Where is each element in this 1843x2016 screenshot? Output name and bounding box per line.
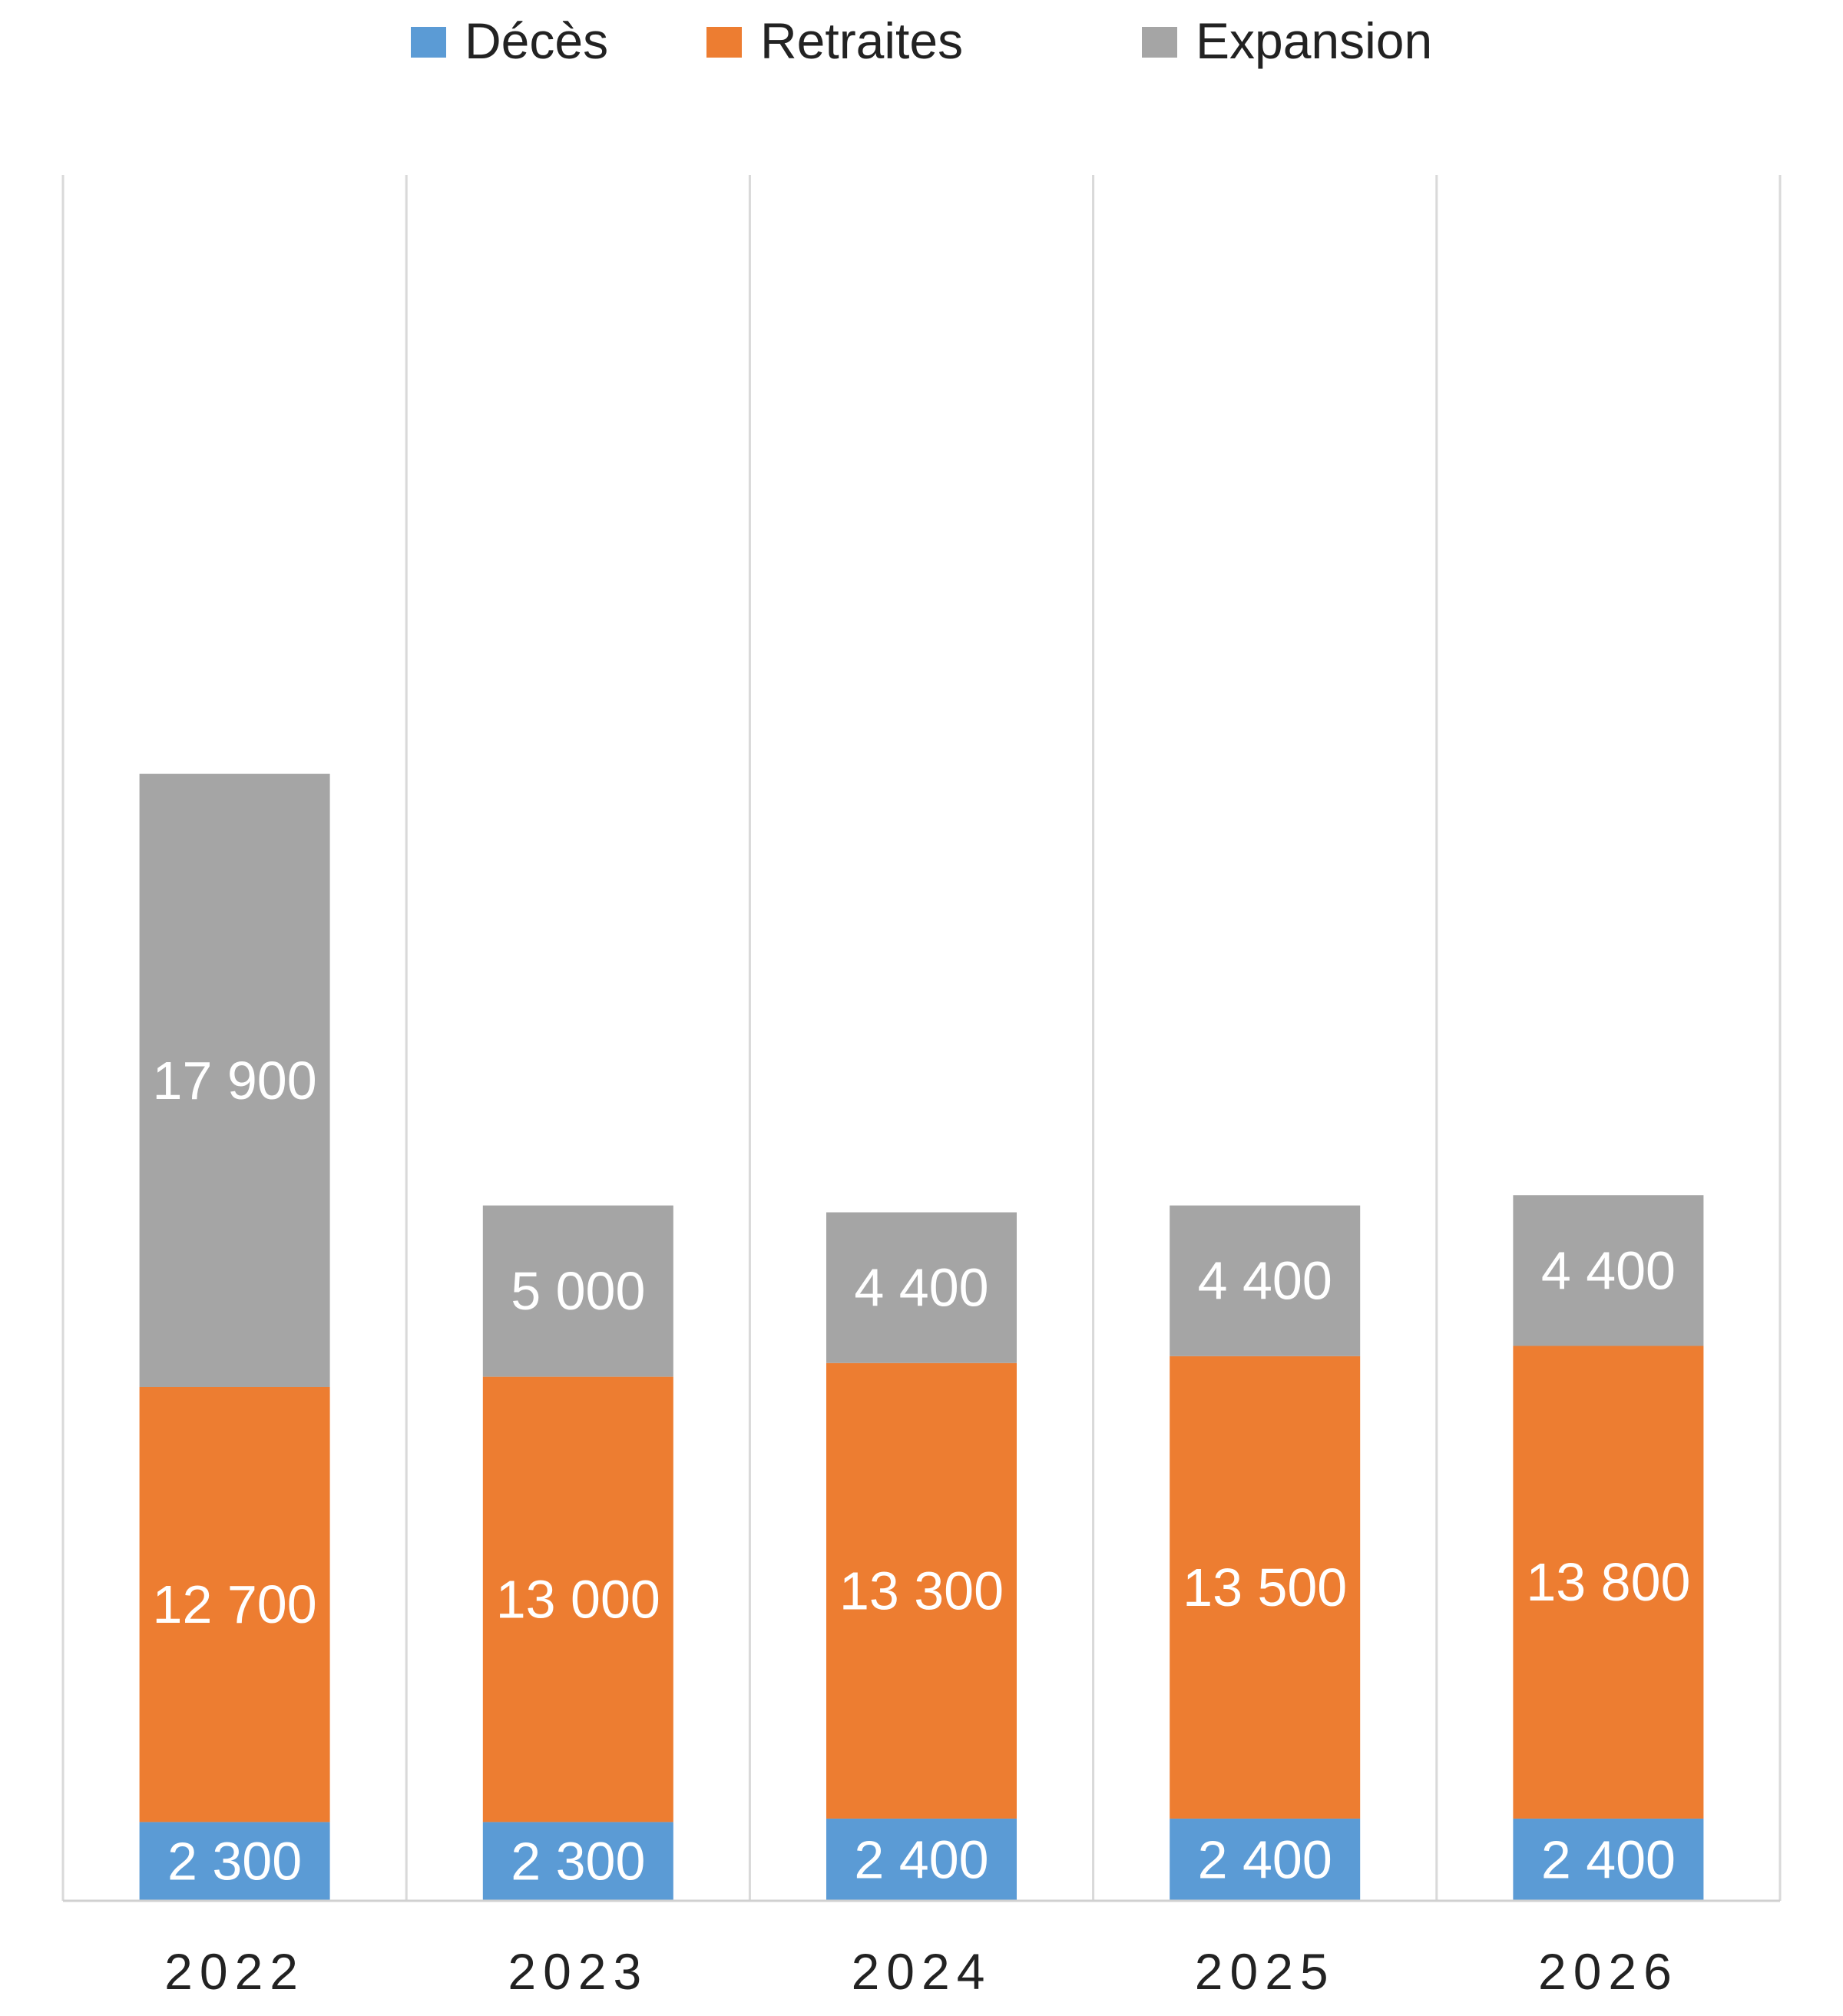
- bar-2025-1: [1170, 1818, 1361, 1901]
- x-tick-label-2024: 2024: [852, 1943, 992, 2000]
- data-label-2022-1: 2 300: [167, 1832, 302, 1892]
- data-label-2023-1: 2 300: [511, 1832, 645, 1892]
- legend-label-2: Retraites: [760, 12, 963, 69]
- data-labels: 2 300 12 700 17 900 2 300 13 000 5 000 2 400 13…: [153, 1051, 1691, 1892]
- bar-2022-3: [139, 773, 330, 1387]
- bar-2024-1: [826, 1818, 1017, 1901]
- legend-label-1: Décès: [465, 12, 608, 69]
- legend-swatch-3: [1142, 27, 1177, 58]
- bar-2025-3: [1170, 1205, 1361, 1356]
- data-label-2024-1: 2 400: [854, 1829, 988, 1889]
- data-label-2025-3: 4 400: [1198, 1251, 1332, 1311]
- bar-2026-2: [1513, 1346, 1704, 1819]
- data-label-2025-1: 2 400: [1198, 1829, 1332, 1889]
- data-label-2026-2: 13 800: [1526, 1552, 1690, 1612]
- legend-swatch-2: [706, 27, 742, 58]
- category-gridlines: [61, 175, 1782, 1901]
- x-axis: 2022 2023 2024 2025 2026: [63, 1899, 1780, 2000]
- bar-2023-1: [482, 1822, 673, 1901]
- x-tick-label-2023: 2023: [508, 1943, 648, 2000]
- data-label-2025-2: 13 500: [1183, 1558, 1347, 1617]
- data-label-2023-3: 5 000: [511, 1261, 645, 1321]
- bar-2025-2: [1170, 1356, 1361, 1819]
- bar-2023-3: [482, 1205, 673, 1377]
- bar-2023-2: [482, 1376, 673, 1822]
- data-label-2022-3: 17 900: [153, 1051, 317, 1111]
- legend-label-3: Expansion: [1196, 12, 1432, 69]
- x-tick-label-2022: 2022: [164, 1943, 305, 2000]
- data-label-2024-2: 13 300: [839, 1561, 1004, 1620]
- x-tick-label-2025: 2025: [1195, 1943, 1335, 2000]
- bar-2022-1: [139, 1822, 330, 1901]
- bar-stacks: [139, 773, 1704, 1901]
- bar-2024-3: [826, 1212, 1017, 1363]
- data-label-2024-3: 4 400: [854, 1258, 988, 1318]
- bar-2024-2: [826, 1362, 1017, 1819]
- data-label-2026-1: 2 400: [1541, 1829, 1676, 1889]
- bar-2026-3: [1513, 1195, 1704, 1346]
- data-label-2026-3: 4 400: [1541, 1240, 1676, 1300]
- data-label-2022-2: 12 700: [153, 1574, 317, 1634]
- legend: Décès Retraites Expansion: [411, 12, 1432, 69]
- x-tick-label-2026: 2026: [1538, 1943, 1679, 2000]
- bar-2026-1: [1513, 1818, 1704, 1901]
- legend-swatch-1: [411, 27, 446, 58]
- data-label-2023-2: 13 000: [496, 1570, 660, 1630]
- bar-2022-2: [139, 1387, 330, 1822]
